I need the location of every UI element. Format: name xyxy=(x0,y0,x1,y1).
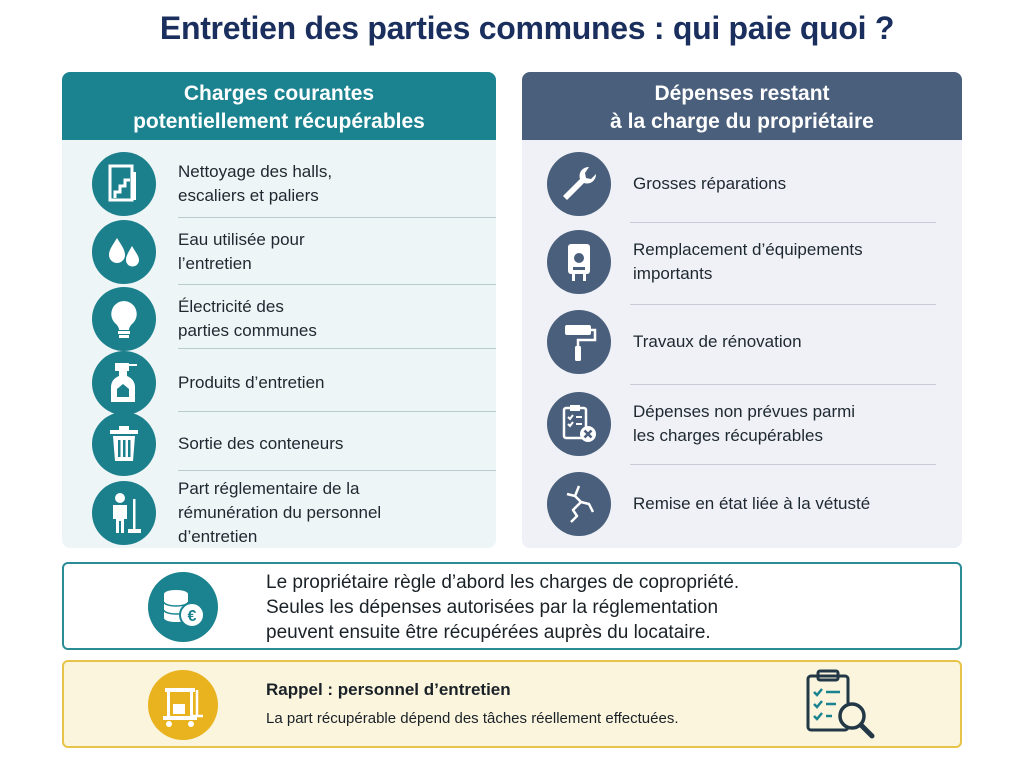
item-label: Sortie des conteneurs xyxy=(178,434,344,453)
info-note: € Le propriétaire règle d’abord les char… xyxy=(62,562,962,650)
list-item: Dépenses non prévues parmi les charges r… xyxy=(547,392,937,456)
divider xyxy=(630,384,936,385)
wrench-icon xyxy=(547,152,611,216)
trash-bin-icon xyxy=(92,412,156,476)
header-line-1: Dépenses restant xyxy=(654,82,830,105)
list-item: Remplacement d’équipements importants xyxy=(547,230,937,294)
list-item: Part réglementaire de la rémunération du… xyxy=(92,477,472,548)
info-line-3: peuvent ensuite être récupérées auprès d… xyxy=(266,622,711,643)
reminder-note: Rappel : personnel d’entretien La part r… xyxy=(62,660,962,748)
list-item: Sortie des conteneurs xyxy=(92,412,472,476)
page-title: Entretien des parties communes : qui pai… xyxy=(159,10,895,46)
wall-crack-icon xyxy=(547,472,611,536)
divider xyxy=(630,222,936,223)
item-label: Part réglementaire de la rémunération du… xyxy=(178,479,382,546)
divider xyxy=(630,304,936,305)
info-text: Le propriétaire règle d’abord les charge… xyxy=(266,570,739,645)
divider xyxy=(630,464,936,465)
door-stairs-icon xyxy=(92,152,156,216)
item-label: Nettoyage des halls, escaliers et palier… xyxy=(178,162,333,205)
coins-euro-icon: € xyxy=(148,572,218,642)
recoverable-charges-header: Charges courantes potentiellement récupé… xyxy=(62,72,496,140)
clipboard-magnifier-icon xyxy=(802,668,882,744)
reminder-title: Rappel : personnel d’entretien xyxy=(266,680,511,699)
cleaning-staff-icon xyxy=(92,481,156,545)
water-drops-icon xyxy=(92,220,156,284)
divider xyxy=(178,470,496,471)
list-item: Travaux de rénovation xyxy=(547,310,937,374)
svg-text:€: € xyxy=(188,608,197,625)
list-item: Grosses réparations xyxy=(547,152,937,216)
item-label: Remise en état liée à la vétusté xyxy=(633,494,871,513)
checklist-cross-icon xyxy=(547,392,611,456)
header-line-2: potentiellement récupérables xyxy=(133,110,425,133)
header-line-1: Charges courantes xyxy=(183,82,375,105)
item-label: Remplacement d’équipements importants xyxy=(633,240,863,283)
divider xyxy=(178,284,496,285)
owner-expenses-header: Dépenses restant à la charge du propriét… xyxy=(522,72,962,140)
header-line-2: à la charge du propriétaire xyxy=(610,110,874,133)
divider xyxy=(178,411,496,412)
reminder-text: La part récupérable dépend des tâches ré… xyxy=(266,710,679,727)
item-label: Travaux de rénovation xyxy=(633,332,802,351)
water-heater-icon xyxy=(547,230,611,294)
recoverable-charges-panel: Charges courantes potentiellement récupé… xyxy=(62,72,496,548)
info-line-2: Seules les dépenses autorisées par la ré… xyxy=(266,597,719,618)
divider xyxy=(178,217,496,218)
paint-roller-icon xyxy=(547,310,611,374)
list-item: Électricité des parties communes xyxy=(92,287,472,351)
list-item: Produits d’entretien xyxy=(92,351,472,415)
list-item: Eau utilisée pour l’entretien xyxy=(92,220,472,284)
info-line-1: Le propriétaire règle d’abord les charge… xyxy=(266,572,740,593)
item-label: Eau utilisée pour l’entretien xyxy=(178,230,305,273)
item-label: Électricité des parties communes xyxy=(178,297,317,340)
lightbulb-icon xyxy=(92,287,156,351)
cleaning-cart-icon xyxy=(148,670,218,740)
item-label: Produits d’entretien xyxy=(178,373,325,392)
spray-bottle-icon xyxy=(92,351,156,415)
divider xyxy=(178,348,496,349)
list-item: Remise en état liée à la vétusté xyxy=(547,472,937,536)
item-label: Grosses réparations xyxy=(633,174,787,193)
item-label: Dépenses non prévues parmi les charges r… xyxy=(633,402,856,445)
owner-expenses-panel: Dépenses restant à la charge du propriét… xyxy=(522,72,962,548)
list-item: Nettoyage des halls, escaliers et palier… xyxy=(92,152,472,216)
